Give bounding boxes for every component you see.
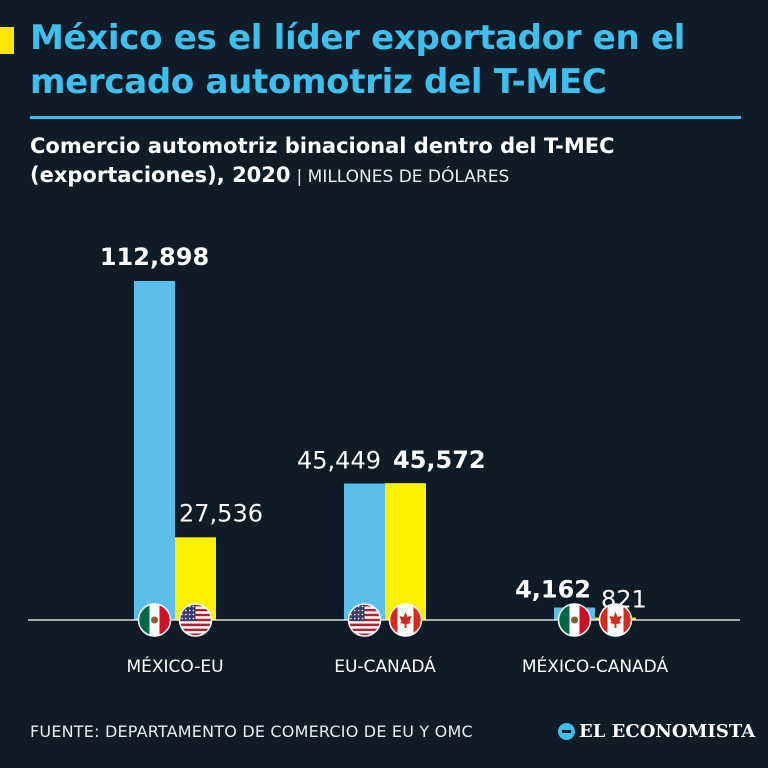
bar xyxy=(344,483,385,620)
canada-flag-icon xyxy=(598,603,633,637)
x-tick-label: MÉXICO-CANADÁ xyxy=(522,655,669,677)
usa-flag-icon xyxy=(178,603,213,637)
data-label: 27,536 xyxy=(179,499,263,527)
logo-text: EL ECONOMISTA xyxy=(579,721,756,742)
data-label: 45,449 xyxy=(297,447,381,475)
el-economista-logo: EL ECONOMISTA xyxy=(558,721,755,742)
chart-subtitle: Comercio automotriz binacional dentro de… xyxy=(30,132,750,192)
bar xyxy=(385,483,426,620)
data-label: 112,898 xyxy=(100,243,209,271)
chart-subtitle-text: Comercio automotriz binacional dentro de… xyxy=(30,134,615,187)
units-label: | MILLONES DE DÓLARES xyxy=(296,167,510,187)
logo-mark-icon xyxy=(558,723,575,740)
data-label: 45,572 xyxy=(393,446,486,474)
canada-flag-icon xyxy=(388,603,423,637)
source-note: FUENTE: DEPARTAMENTO DE COMERCIO DE EU Y… xyxy=(30,722,473,741)
title-accent-bar xyxy=(0,27,14,54)
title-divider xyxy=(30,116,741,119)
usa-flag-icon xyxy=(347,603,382,637)
mexico-flag-icon xyxy=(557,603,592,637)
page-title: México es el líder exportador en el merc… xyxy=(30,18,686,102)
mexico-flag-icon xyxy=(137,603,172,637)
data-label: 4,162 xyxy=(515,576,591,604)
x-tick-label: EU-CANADÁ xyxy=(334,655,436,677)
bar xyxy=(134,281,175,620)
x-tick-label: MÉXICO-EU xyxy=(126,655,223,677)
